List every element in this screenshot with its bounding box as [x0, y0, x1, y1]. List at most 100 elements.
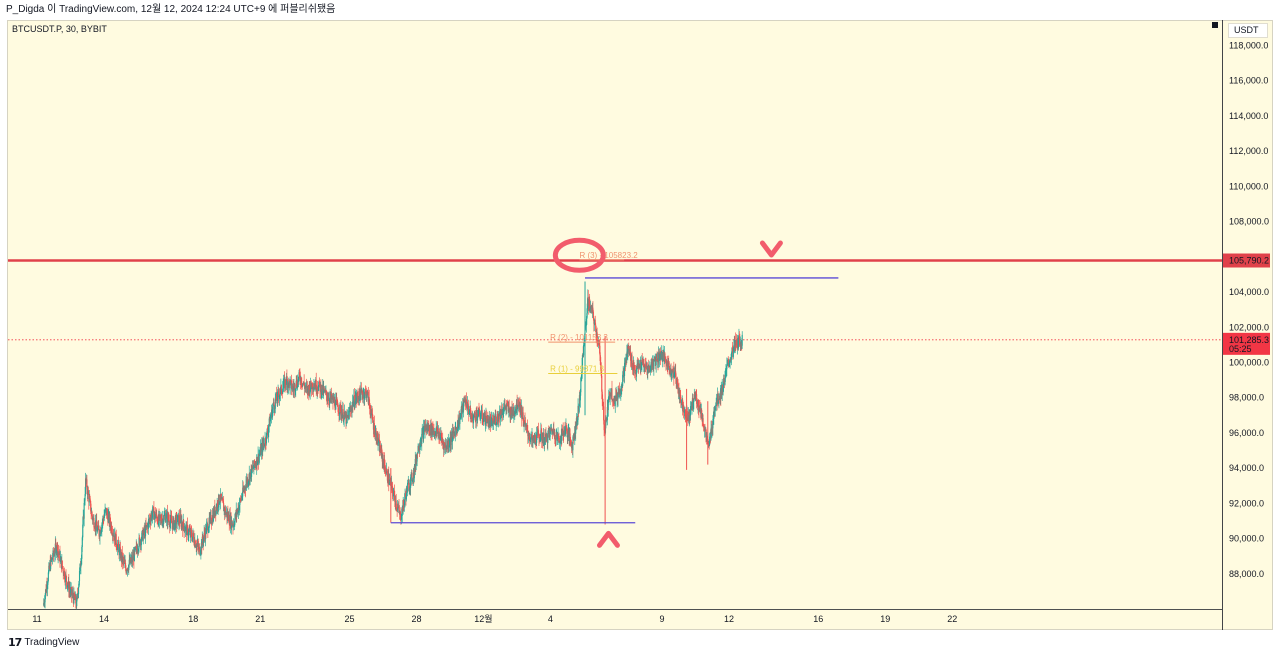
candle-body — [220, 494, 222, 499]
candle-body — [521, 407, 523, 419]
candle-body — [303, 381, 305, 386]
candle-body — [637, 362, 640, 369]
candle-body — [399, 512, 401, 514]
candle-body — [293, 386, 295, 391]
candle-body — [205, 525, 208, 534]
candle-body — [457, 424, 460, 429]
candle-body — [81, 547, 83, 559]
candle-body — [715, 404, 717, 406]
level-lines — [8, 259, 1222, 341]
candle-body — [68, 581, 70, 593]
candle-body — [184, 526, 187, 531]
candle-body — [55, 544, 57, 553]
candle-body — [393, 490, 395, 496]
candle-body — [492, 419, 494, 424]
candle-body — [559, 442, 561, 444]
candle-body — [310, 380, 312, 387]
candle-body — [186, 524, 188, 527]
price-tick-label: 90,000.0 — [1229, 534, 1264, 544]
candle-body — [554, 432, 556, 440]
candle-body — [126, 570, 128, 572]
candle-body — [630, 351, 632, 361]
candle-body — [66, 581, 68, 587]
candle-body — [589, 299, 591, 310]
candle-body — [280, 385, 282, 393]
candle-body — [54, 543, 56, 554]
chart-frame[interactable] — [7, 20, 1273, 630]
candle-body — [188, 530, 190, 532]
candle-body — [511, 407, 513, 414]
candle-body — [689, 414, 691, 421]
candle-body — [483, 418, 485, 423]
time-tick-label: 28 — [411, 614, 421, 624]
candle-body — [474, 416, 476, 421]
symbol-title: BTCUSDT.P, 30, BYBIT — [12, 24, 107, 34]
candle-body — [485, 415, 487, 422]
candle-body — [359, 388, 361, 395]
price-tags: 105,790.2 101,285.305:25 — [1223, 253, 1270, 355]
candle-body — [238, 504, 241, 510]
candle-body — [211, 522, 213, 524]
candle-body — [97, 528, 99, 532]
time-tick-label: 12 — [724, 614, 734, 624]
candle-body — [118, 542, 120, 548]
candle-body — [338, 413, 341, 415]
candle-body — [575, 421, 577, 430]
candle-body — [379, 445, 381, 453]
candle-body — [252, 467, 254, 469]
candle-body — [292, 386, 294, 389]
candle-body — [561, 428, 563, 441]
candle-body — [203, 537, 205, 543]
candle-body — [723, 378, 725, 388]
candle-body — [640, 364, 642, 369]
candle-body — [467, 402, 469, 404]
candle-body — [334, 399, 336, 408]
footer-brand[interactable]: 17 TradingView — [8, 636, 79, 649]
candle-body — [650, 368, 652, 371]
candle-body — [273, 405, 275, 409]
candle-body — [419, 444, 421, 446]
candle-body — [662, 358, 664, 361]
candle-body — [567, 430, 569, 436]
candle-body — [404, 499, 406, 506]
candle-body — [64, 571, 66, 580]
candle-body — [285, 376, 288, 385]
candle-body — [263, 443, 265, 446]
currency-selector[interactable]: USDT — [1228, 23, 1268, 38]
candle-body — [463, 399, 465, 411]
candle-body — [541, 432, 543, 441]
candle-body — [489, 418, 491, 426]
candle-body — [621, 385, 623, 389]
candle-body — [259, 453, 261, 455]
candle-body — [408, 489, 410, 491]
candle-body — [503, 407, 505, 409]
candle-body — [486, 415, 488, 424]
candle-body — [675, 371, 677, 378]
candle-body — [623, 362, 626, 377]
annotations — [552, 237, 783, 548]
candle-body — [668, 362, 670, 368]
candle-body — [717, 393, 719, 404]
candle-body — [524, 420, 526, 423]
candle-body — [505, 406, 507, 409]
candle-body — [398, 510, 401, 515]
candle-body — [320, 383, 322, 395]
candle-body — [364, 390, 366, 396]
candle-body — [402, 499, 404, 512]
price-tick-label: 116,000.0 — [1229, 76, 1268, 86]
candle-body — [284, 379, 287, 385]
candle-body — [83, 502, 85, 519]
candle-body — [78, 586, 80, 594]
candle-body — [473, 415, 475, 418]
candle-body — [719, 398, 721, 400]
candle-body — [200, 551, 202, 554]
candle-body — [391, 482, 393, 486]
object-tree-icon[interactable] — [1212, 22, 1218, 28]
candle-body — [116, 545, 118, 548]
price-tick-label: 96,000.0 — [1229, 428, 1264, 438]
candle-body — [599, 355, 601, 365]
candle-body — [711, 427, 713, 434]
candle-body — [167, 514, 169, 520]
candle-body — [733, 345, 735, 349]
